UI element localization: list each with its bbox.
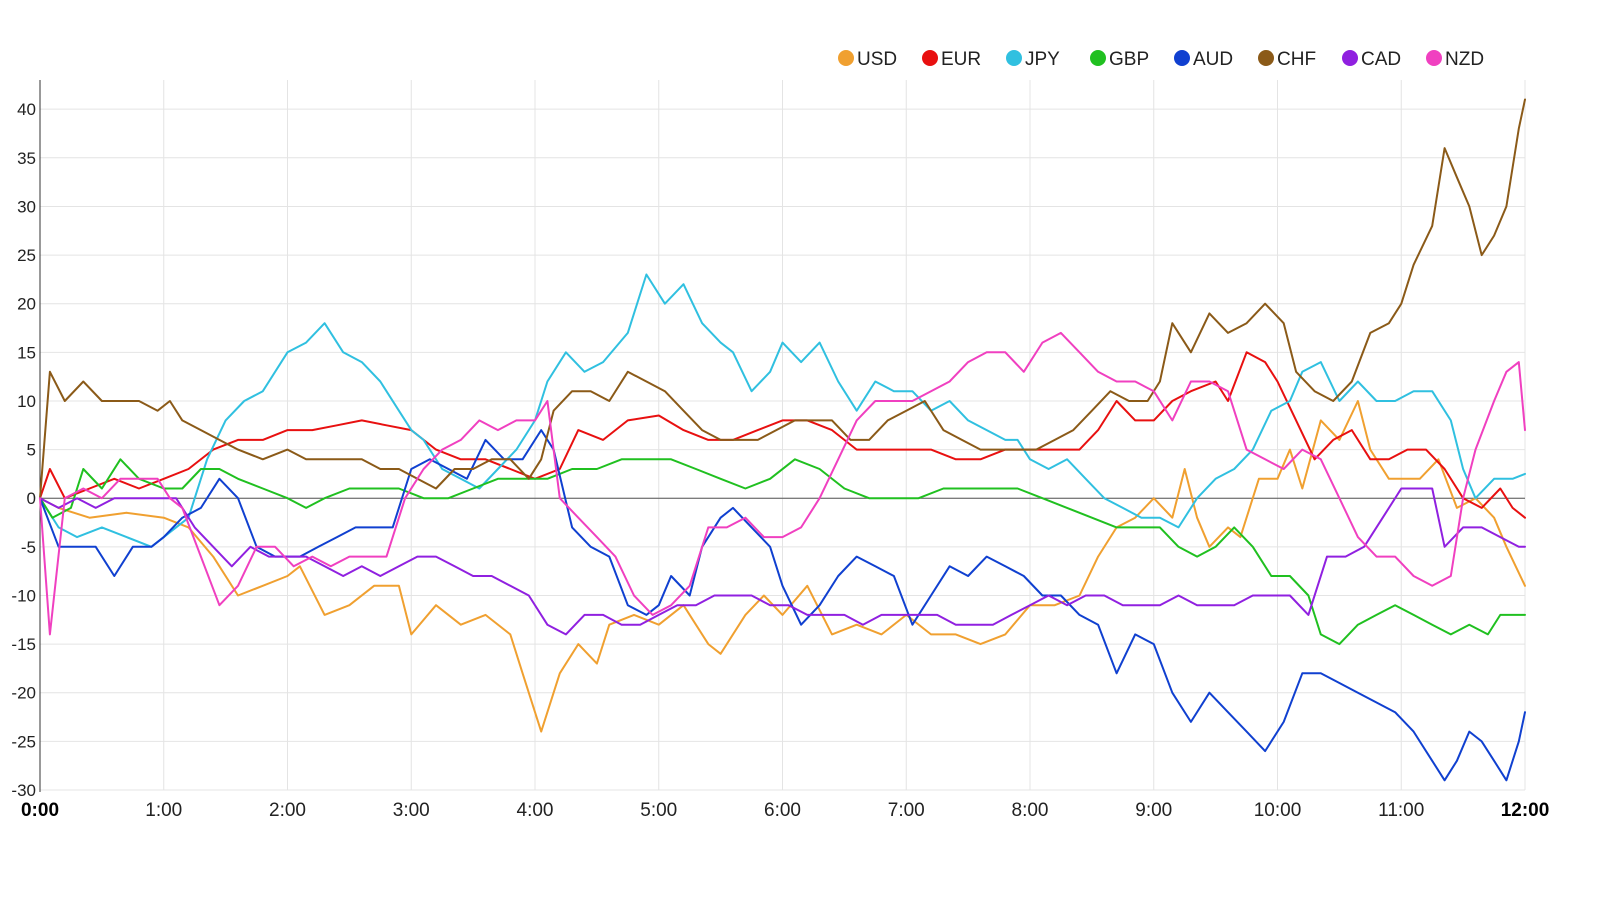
series-line-gbp bbox=[39, 458, 1526, 646]
x-tick-label: 2:00 bbox=[269, 800, 306, 821]
y-tick-label: 5 bbox=[27, 441, 36, 460]
legend-marker bbox=[1342, 50, 1358, 66]
y-tick-label: 10 bbox=[17, 392, 36, 411]
y-tick-label: -5 bbox=[21, 538, 36, 557]
series-line-jpy bbox=[39, 273, 1526, 548]
x-tick-label: 12:00 bbox=[1501, 800, 1550, 821]
series-line-cad bbox=[39, 487, 1526, 636]
y-tick-label: -30 bbox=[11, 781, 36, 800]
legend-item-chf[interactable]: CHF bbox=[1258, 49, 1316, 70]
x-axis-ticks: 0:00 1:00 2:00 3:00 4:00 5:00 6:00 7:00 8:00 9:00… bbox=[21, 800, 1549, 821]
y-tick-label: 15 bbox=[17, 343, 36, 362]
y-tick-label: -10 bbox=[11, 586, 36, 605]
legend-marker bbox=[1426, 50, 1442, 66]
legend-label: USD bbox=[857, 49, 897, 70]
x-tick-label: 7:00 bbox=[888, 800, 925, 821]
series-line-aud bbox=[39, 429, 1526, 782]
series-line-eur bbox=[39, 351, 1526, 519]
y-tick-label: -20 bbox=[11, 684, 36, 703]
x-tick-label: 9:00 bbox=[1135, 800, 1172, 821]
legend-item-cad[interactable]: CAD bbox=[1342, 49, 1401, 70]
x-tick-label: 1:00 bbox=[145, 800, 182, 821]
grid-lines bbox=[39, 80, 1526, 792]
y-tick-label: -25 bbox=[11, 732, 36, 751]
x-tick-label: 6:00 bbox=[764, 800, 801, 821]
y-tick-label: 40 bbox=[17, 100, 36, 119]
legend-label: EUR bbox=[941, 49, 981, 70]
legend-label: NZD bbox=[1445, 49, 1484, 70]
x-tick-label: 11:00 bbox=[1378, 800, 1424, 821]
y-tick-label: 30 bbox=[17, 197, 36, 216]
legend-label: CHF bbox=[1277, 49, 1316, 70]
legend-item-aud[interactable]: AUD bbox=[1174, 49, 1233, 70]
legend-marker bbox=[1174, 50, 1190, 66]
y-tick-label: 20 bbox=[17, 295, 36, 314]
x-tick-label: 4:00 bbox=[517, 800, 554, 821]
series-line-nzd bbox=[39, 331, 1526, 636]
y-tick-label: -15 bbox=[11, 635, 36, 654]
legend-marker bbox=[1258, 50, 1274, 66]
x-tick-label: 3:00 bbox=[393, 800, 430, 821]
legend-item-jpy[interactable]: JPY bbox=[1006, 49, 1060, 70]
y-tick-label: 0 bbox=[27, 489, 36, 508]
legend-item-gbp[interactable]: GBP bbox=[1090, 49, 1149, 70]
legend-marker bbox=[1090, 50, 1106, 66]
legend-marker bbox=[922, 50, 938, 66]
legend-item-eur[interactable]: EUR bbox=[922, 49, 981, 70]
x-tick-label: 0:00 bbox=[21, 800, 59, 821]
x-tick-label: 10:00 bbox=[1254, 800, 1302, 821]
x-tick-label: 8:00 bbox=[1012, 800, 1049, 821]
x-tick-label: 5:00 bbox=[640, 800, 677, 821]
legend-label: JPY bbox=[1025, 49, 1060, 70]
y-tick-label: 25 bbox=[17, 246, 36, 265]
legend-label: GBP bbox=[1109, 49, 1149, 70]
legend-item-nzd[interactable]: NZD bbox=[1426, 49, 1484, 70]
y-tick-label: 35 bbox=[17, 149, 36, 168]
series-line-chf bbox=[39, 98, 1526, 500]
legend-marker bbox=[838, 50, 854, 66]
legend-label: AUD bbox=[1193, 49, 1233, 70]
legend-item-usd[interactable]: USD bbox=[838, 49, 897, 70]
y-axis-ticks: 40 35 30 25 20 15 10 5 0 -5 -10 -15 -20 -25 -30 bbox=[11, 100, 36, 800]
series-line-usd bbox=[39, 400, 1526, 733]
legend[interactable]: USD EUR JPY GBP AUD CHF CAD NZD bbox=[838, 49, 1484, 70]
legend-marker bbox=[1006, 50, 1022, 66]
series-lines bbox=[39, 98, 1526, 782]
legend-label: CAD bbox=[1361, 49, 1401, 70]
